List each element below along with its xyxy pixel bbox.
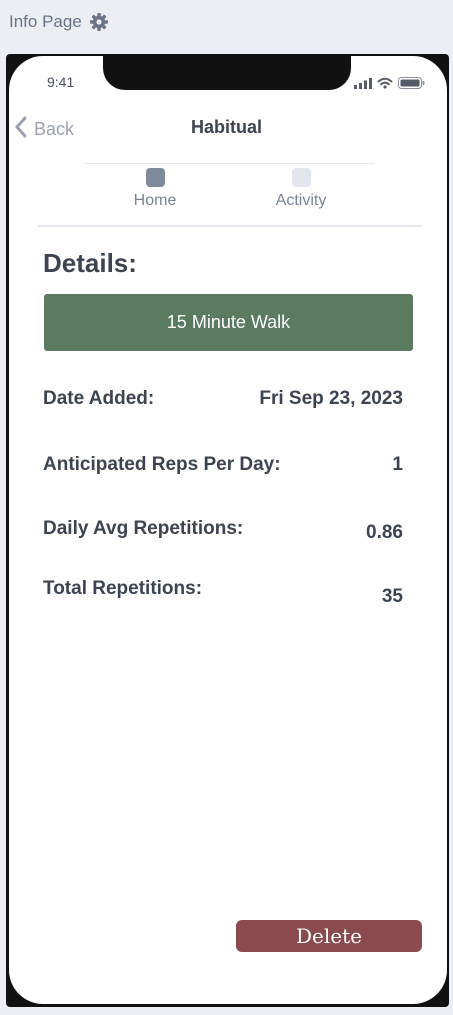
gear-icon[interactable] xyxy=(89,12,109,32)
tabs-underline xyxy=(38,225,422,227)
detail-label: Anticipated Reps Per Day: xyxy=(43,454,281,475)
detail-value: 0.86 xyxy=(366,522,403,543)
page-header: Info Page xyxy=(9,12,109,32)
detail-label: Daily Avg Repetitions: xyxy=(43,518,244,539)
status-time: 9:41 xyxy=(47,74,75,90)
tab-activity-label: Activity xyxy=(275,192,327,209)
page-title: Info Page xyxy=(9,12,82,31)
detail-value: 1 xyxy=(392,454,403,475)
detail-label: Total Repetitions: xyxy=(43,578,203,599)
delete-button[interactable]: Delete xyxy=(236,920,422,952)
tab-home[interactable]: Home xyxy=(110,168,200,210)
tab-activity[interactable]: Activity xyxy=(256,168,346,210)
habit-name-banner: 15 Minute Walk xyxy=(44,294,413,351)
detail-label: Date Added: xyxy=(43,388,155,409)
phone-notch xyxy=(103,54,351,90)
wifi-icon xyxy=(377,76,393,94)
phone-screen xyxy=(9,56,447,1004)
detail-value: Fri Sep 23, 2023 xyxy=(259,388,403,409)
chevron-left-icon xyxy=(14,116,28,143)
status-icons xyxy=(354,76,425,94)
back-button[interactable]: Back xyxy=(14,116,74,143)
tabs-divider xyxy=(84,163,374,164)
nav-title: Habitual xyxy=(190,117,262,137)
battery-icon xyxy=(398,76,425,94)
home-icon xyxy=(145,168,165,187)
detail-value: 35 xyxy=(381,586,403,607)
back-label: Back xyxy=(34,119,75,139)
activity-icon xyxy=(291,168,311,187)
tab-home-label: Home xyxy=(133,192,177,209)
details-heading: Details: xyxy=(43,248,137,278)
signal-icon xyxy=(354,76,372,94)
